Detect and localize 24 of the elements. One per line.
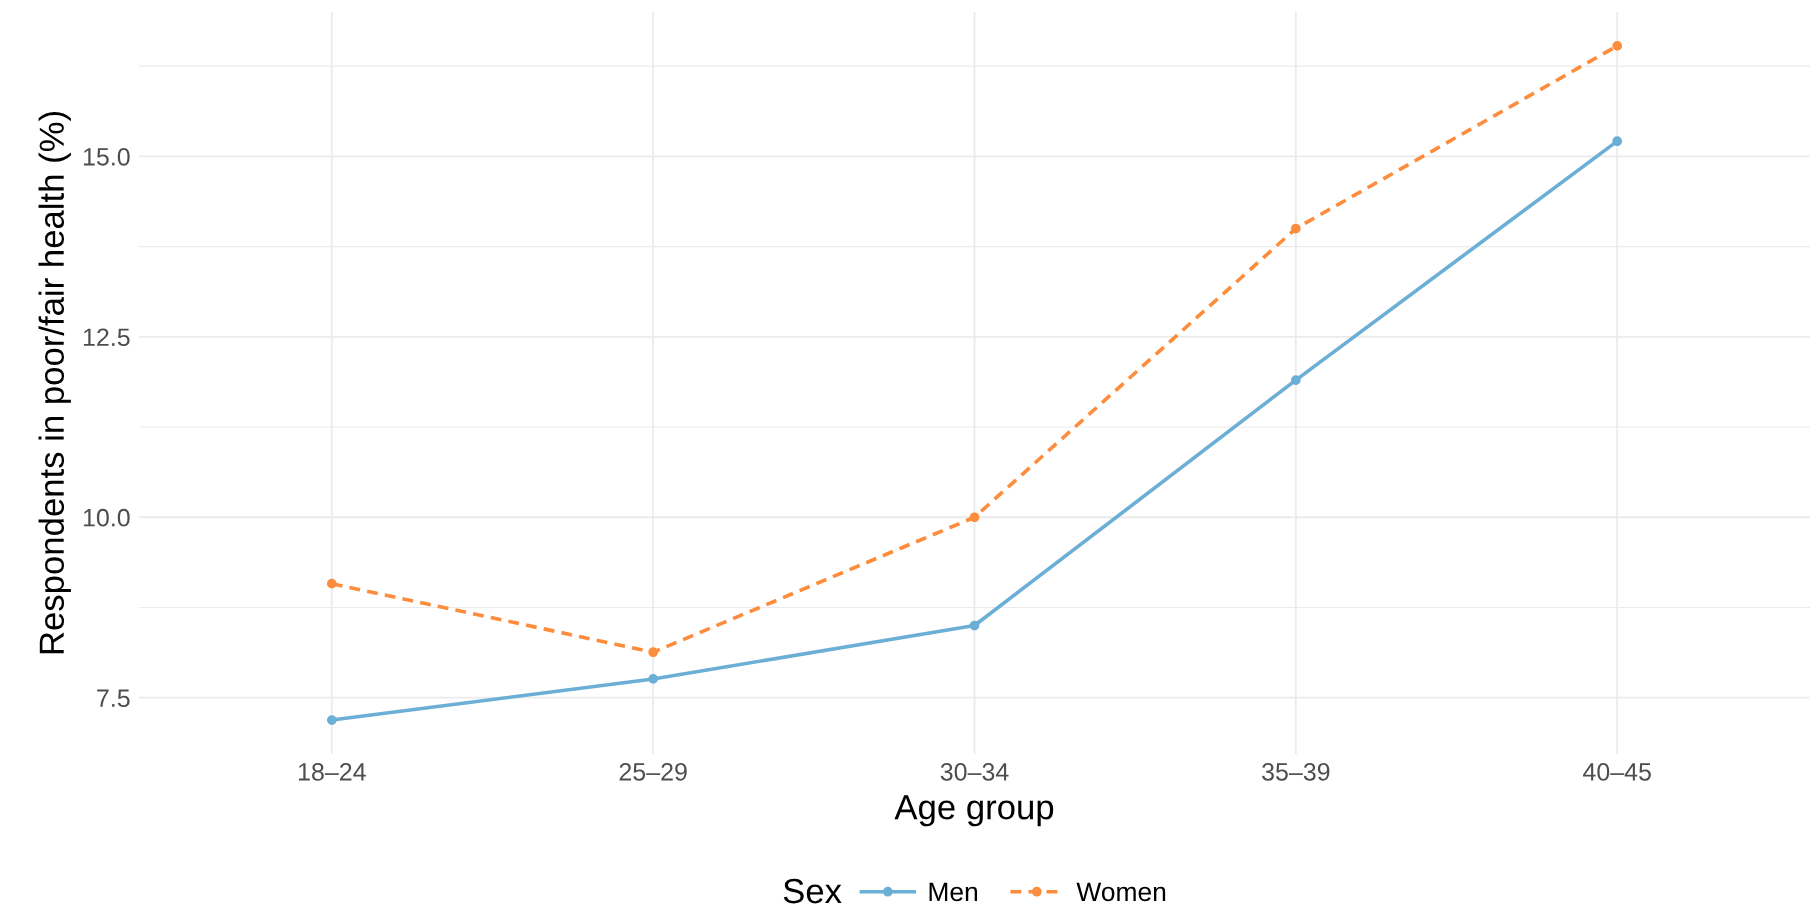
- point: [648, 647, 659, 658]
- x-tick-label: 18–24: [298, 762, 366, 781]
- x-tick-label: 40–45: [1583, 762, 1651, 781]
- legend-title: Sex: [783, 878, 842, 904]
- point: [1290, 223, 1301, 234]
- y-tick-label: 7.5: [97, 689, 130, 708]
- point: [326, 715, 337, 725]
- point: [969, 512, 980, 523]
- y-tick-label: 10.0: [83, 508, 130, 527]
- y-tick-label: 12.5: [83, 328, 130, 347]
- point: [969, 620, 980, 631]
- point: [1612, 136, 1623, 147]
- point: [648, 674, 659, 684]
- x-tick-label: 25–29: [619, 762, 687, 781]
- point: [326, 578, 337, 589]
- x-tick-label: 30–34: [940, 762, 1009, 781]
- y-tick-label: 15.0: [83, 147, 130, 166]
- x-axis-title: Age group: [894, 795, 1054, 827]
- point: [1290, 375, 1301, 385]
- legend-label: Women: [1076, 882, 1166, 902]
- point: [1612, 41, 1623, 51]
- x-tick-label: 35–39: [1262, 762, 1330, 781]
- legend-label: Men: [929, 882, 978, 902]
- y-axis-title: Respondents in poor/fair health (%): [38, 112, 71, 654]
